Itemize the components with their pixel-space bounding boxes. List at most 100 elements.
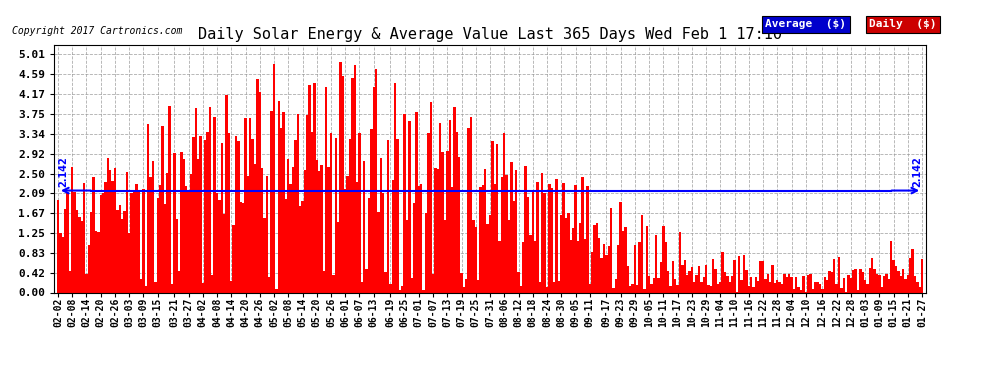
Bar [190, 174, 192, 292]
Bar [249, 117, 251, 292]
Bar [114, 168, 116, 292]
Bar [287, 159, 289, 292]
Bar [671, 261, 674, 292]
Bar [880, 287, 883, 292]
Bar [418, 186, 420, 292]
Bar [411, 278, 413, 292]
Bar [579, 223, 581, 292]
Bar [771, 265, 774, 292]
Bar [759, 261, 762, 292]
Bar [423, 290, 425, 292]
Bar [542, 173, 544, 292]
Bar [446, 152, 448, 292]
Bar [790, 277, 793, 292]
Bar [776, 280, 778, 292]
Bar [662, 226, 664, 292]
Bar [477, 280, 479, 292]
Bar [97, 231, 100, 292]
Bar [569, 240, 572, 292]
Bar [655, 235, 657, 292]
Bar [78, 217, 80, 292]
Bar [121, 219, 124, 292]
Bar [88, 245, 90, 292]
Bar [819, 284, 821, 292]
Bar [66, 193, 68, 292]
Bar [85, 274, 88, 292]
Bar [577, 241, 579, 292]
Bar [325, 87, 328, 292]
Bar [762, 261, 764, 292]
Bar [691, 267, 693, 292]
Bar [652, 278, 655, 292]
Bar [589, 284, 591, 292]
Bar [698, 267, 700, 292]
Bar [639, 242, 641, 292]
Bar [624, 226, 627, 292]
Bar [95, 231, 97, 292]
Bar [180, 152, 182, 292]
Bar [914, 276, 916, 292]
Bar [175, 219, 178, 292]
Bar [567, 213, 569, 292]
Bar [833, 260, 836, 292]
Bar [873, 269, 876, 292]
Bar [774, 283, 776, 292]
Bar [508, 220, 510, 292]
Bar [64, 209, 66, 292]
Bar [849, 278, 852, 292]
Bar [80, 220, 83, 292]
Bar [109, 170, 112, 292]
Bar [73, 192, 76, 292]
Bar [788, 274, 790, 292]
Bar [821, 289, 824, 292]
Bar [444, 220, 446, 292]
Bar [562, 183, 565, 292]
Bar [525, 166, 527, 292]
Bar [700, 282, 703, 292]
Bar [856, 290, 859, 292]
Bar [71, 167, 73, 292]
Bar [501, 177, 503, 292]
Bar [304, 170, 306, 292]
Bar [717, 284, 719, 292]
Bar [138, 191, 140, 292]
Bar [218, 200, 221, 292]
Bar [474, 227, 477, 292]
Bar [703, 277, 705, 292]
Bar [226, 95, 228, 292]
Bar [112, 181, 114, 292]
Bar [251, 139, 253, 292]
Bar [574, 185, 577, 292]
Bar [214, 117, 216, 292]
Bar [664, 242, 667, 292]
Bar [401, 286, 403, 292]
Bar [406, 220, 408, 292]
Bar [148, 123, 149, 292]
Bar [900, 276, 902, 292]
Bar [311, 132, 313, 292]
Bar [396, 139, 399, 292]
Bar [693, 282, 695, 292]
Bar [674, 279, 676, 292]
Bar [802, 276, 805, 292]
Bar [883, 276, 885, 292]
Bar [489, 215, 491, 292]
Bar [479, 188, 482, 292]
Bar [100, 195, 102, 292]
Bar [455, 132, 458, 292]
Bar [124, 211, 126, 292]
Bar [620, 202, 622, 292]
Bar [539, 282, 542, 292]
Bar [104, 182, 107, 292]
Bar [280, 128, 282, 292]
Bar [403, 114, 406, 292]
Bar [321, 165, 323, 292]
Bar [584, 239, 586, 292]
Bar [719, 282, 722, 292]
Bar [829, 272, 831, 292]
Bar [330, 133, 333, 292]
Bar [363, 161, 365, 292]
Bar [530, 234, 532, 292]
Bar [209, 107, 211, 292]
Bar [245, 118, 247, 292]
